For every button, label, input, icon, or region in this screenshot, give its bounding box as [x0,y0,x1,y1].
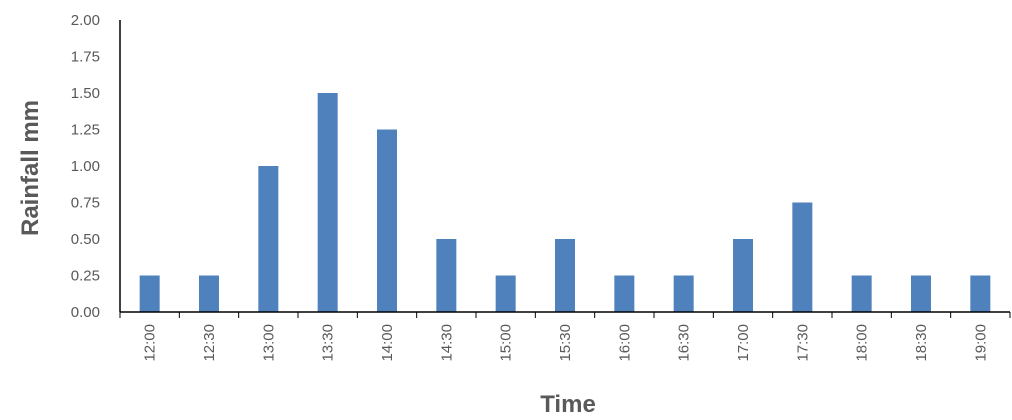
y-tick-label: 1.00 [71,158,100,175]
bar-12:00 [139,275,160,312]
y-tick-label: 0.25 [71,268,100,285]
x-tick-label: 17:00 [735,324,752,362]
bar-18:30 [911,275,931,312]
x-tick-labels: 12:00 12:30 13:00 13:30 14:00 14:30 15:00 15:30… [119,312,1011,362]
y-tick-label: 1.50 [71,85,100,102]
bar-12:30 [199,275,219,312]
bar-19:00 [970,275,991,312]
bar-18:00 [851,275,872,312]
x-tick-label: 16:00 [616,324,633,362]
bars-group [139,93,991,312]
bar-15:00 [495,275,516,312]
x-tick-label: 18:30 [913,324,930,362]
y-tick-label: 0.50 [71,231,100,248]
bar-16:30 [673,275,694,312]
y-tick-labels: 0.00 0.25 0.50 0.75 1.00 1.25 1.50 1.75 2.00 [71,12,100,321]
y-tick-label: 1.75 [71,49,100,66]
bar-17:00 [733,239,753,312]
bar-13:00 [258,166,279,312]
bar-13:30 [317,93,338,312]
x-tick-label: 12:00 [142,324,159,362]
x-tick-label: 18:00 [854,324,871,362]
x-tick-label: 14:30 [438,324,455,362]
x-tick-label: 17:30 [794,324,811,362]
x-axis-title: Time [540,391,596,418]
bar-14:30 [436,239,457,312]
x-tick-label: 13:00 [260,324,277,362]
y-axis-title: Rainfall mm [17,100,44,236]
y-tick-label: 2.00 [71,12,100,29]
x-tick-label: 13:30 [320,324,337,362]
bar-15:30 [555,239,575,312]
bar-17:30 [792,202,813,312]
x-tick-label: 15:00 [498,324,515,362]
x-tick-label: 16:30 [676,324,693,362]
x-tick-label: 14:00 [379,324,396,362]
bar-16:00 [614,275,635,312]
y-tick-label: 0.00 [71,304,100,321]
bar-14:00 [377,129,397,312]
y-tick-label: 1.25 [71,122,100,139]
y-tick-label: 0.75 [71,195,100,212]
x-tick-label: 15:30 [557,324,574,362]
x-tick-label: 12:30 [201,324,218,362]
x-tick-label: 19:00 [972,324,989,362]
